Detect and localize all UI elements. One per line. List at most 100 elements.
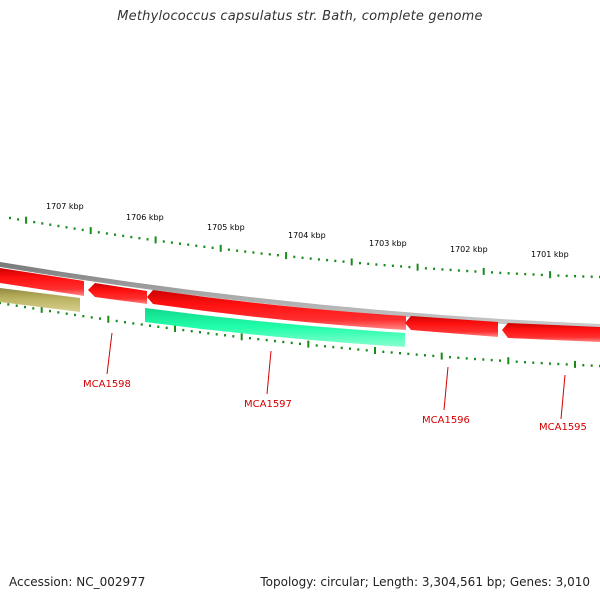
outer-ring-tick [65, 226, 68, 229]
inner-ring-tick [424, 354, 426, 357]
inner-ring-tick [215, 333, 218, 336]
inner-ring-tick [249, 337, 251, 340]
inner-ring-tick [124, 321, 126, 324]
outer-ring-tick [557, 274, 560, 277]
outer-ring-tick [179, 242, 181, 245]
inner-ring-tick [549, 362, 551, 365]
inner-ring-tick [440, 352, 443, 360]
inner-ring-tick [107, 315, 110, 323]
gene-label-mca1595: MCA1595 [539, 422, 587, 433]
gene-label-mca1598: MCA1598 [83, 379, 131, 390]
outer-ring-tick [138, 237, 141, 240]
inner-ring-tick [490, 358, 493, 362]
outer-ring-tick [236, 249, 239, 252]
outer-ring-tick [424, 267, 427, 270]
inner-ring-tick [582, 364, 585, 367]
outer-ring-tick [375, 263, 378, 266]
inner-ring-tick [65, 312, 68, 315]
outer-ring-tick [187, 243, 190, 246]
outer-ring-tick [359, 261, 361, 265]
outer-ring-tick [466, 269, 469, 273]
scale-label-1702: 1702 kbp [450, 245, 488, 254]
inner-ring-tick [115, 319, 118, 323]
inner-ring-tick [240, 333, 243, 341]
inner-ring-tick [332, 345, 335, 349]
outer-ring-tick [499, 271, 502, 275]
inner-ring-tick [15, 304, 18, 307]
inner-tick-ring [0, 301, 600, 368]
outer-ring-tick [433, 267, 436, 270]
outer-ring-tick [17, 218, 20, 221]
gene-mca1599-arrow [0, 288, 80, 312]
outer-tick-ring [9, 216, 600, 279]
gene-mca1595-arrow [502, 323, 600, 342]
gene-mca1597-arrow [145, 308, 405, 347]
outer-ring-tick [285, 252, 288, 260]
outer-ring-tick [122, 234, 125, 238]
inner-ring-tick [382, 350, 385, 353]
inner-ring-tick [199, 331, 201, 334]
outer-ring-tick [540, 273, 543, 277]
inner-ring-tick [57, 311, 60, 314]
inner-ring-tick [32, 307, 35, 310]
leader-line-mca1595 [560, 374, 566, 420]
inner-ring-tick [457, 356, 460, 359]
scale-label-1706: 1706 kbp [126, 213, 164, 222]
inner-ring-tick [474, 357, 476, 361]
inner-ring-tick [290, 341, 293, 345]
outer-ring-tick [449, 268, 452, 272]
inner-ring-tick [182, 328, 185, 332]
inner-ring-tick [499, 359, 501, 362]
inner-ring-tick [49, 309, 51, 313]
outer-ring-tick [105, 232, 108, 235]
gene-label-mca1597: MCA1597 [244, 399, 292, 410]
inner-ring-tick [157, 325, 160, 328]
outer-ring-tick [203, 245, 206, 248]
outer-ring-tick [170, 241, 173, 244]
outer-ring-tick [524, 272, 527, 276]
outer-ring-tick [268, 253, 271, 256]
outer-ring-tick [73, 227, 76, 230]
outer-ring-tick [252, 251, 255, 254]
inner-ring-tick [40, 305, 43, 313]
outer-ring-tick [89, 227, 92, 235]
outer-ring-tick [57, 224, 60, 228]
inner-ring-tick [74, 313, 76, 317]
outer-ring-tick [383, 264, 386, 267]
inner-ring-tick [324, 345, 326, 348]
outer-ring-tick [574, 275, 576, 278]
inner-ring-tick [207, 332, 210, 335]
inner-ring-tick [515, 360, 518, 363]
outer-ring-tick [457, 269, 460, 272]
inner-ring-tick [374, 347, 376, 354]
scale-label-1701: 1701 kbp [531, 250, 569, 259]
inner-ring-tick [315, 344, 318, 347]
scale-label-1704: 1704 kbp [288, 231, 326, 240]
outer-ring-tick [25, 216, 28, 224]
outer-ring-tick [146, 238, 149, 241]
genome-summary-text: Topology: circular; Length: 3,304,561 bp… [260, 575, 590, 589]
inner-ring-tick [0, 301, 1, 305]
inner-ring-tick [132, 322, 135, 325]
outer-ring-tick [342, 260, 345, 263]
inner-ring-tick [224, 334, 226, 337]
inner-ring-tick [482, 358, 485, 361]
outer-ring-tick [219, 244, 222, 252]
scale-label-1703: 1703 kbp [369, 239, 407, 248]
inner-ring-tick [24, 305, 26, 309]
inner-ring-tick [174, 325, 176, 332]
outer-ring-tick [97, 231, 100, 234]
gene-mca1596-arrow [405, 316, 498, 337]
outer-ring-tick [590, 275, 593, 278]
leader-line-mca1596 [443, 366, 449, 411]
outer-ring-tick [276, 254, 279, 257]
map-title: Methylococcus capsulatus str. Bath, comp… [117, 9, 483, 24]
outer-ring-tick [416, 263, 419, 271]
outer-ring-tick [211, 246, 214, 249]
inner-ring-tick [565, 363, 568, 366]
outer-ring-tick [532, 273, 535, 276]
inner-ring-tick [557, 362, 560, 366]
inner-ring-tick [532, 361, 535, 364]
inner-ring-tick [390, 351, 393, 354]
inner-ring-tick [274, 339, 276, 343]
